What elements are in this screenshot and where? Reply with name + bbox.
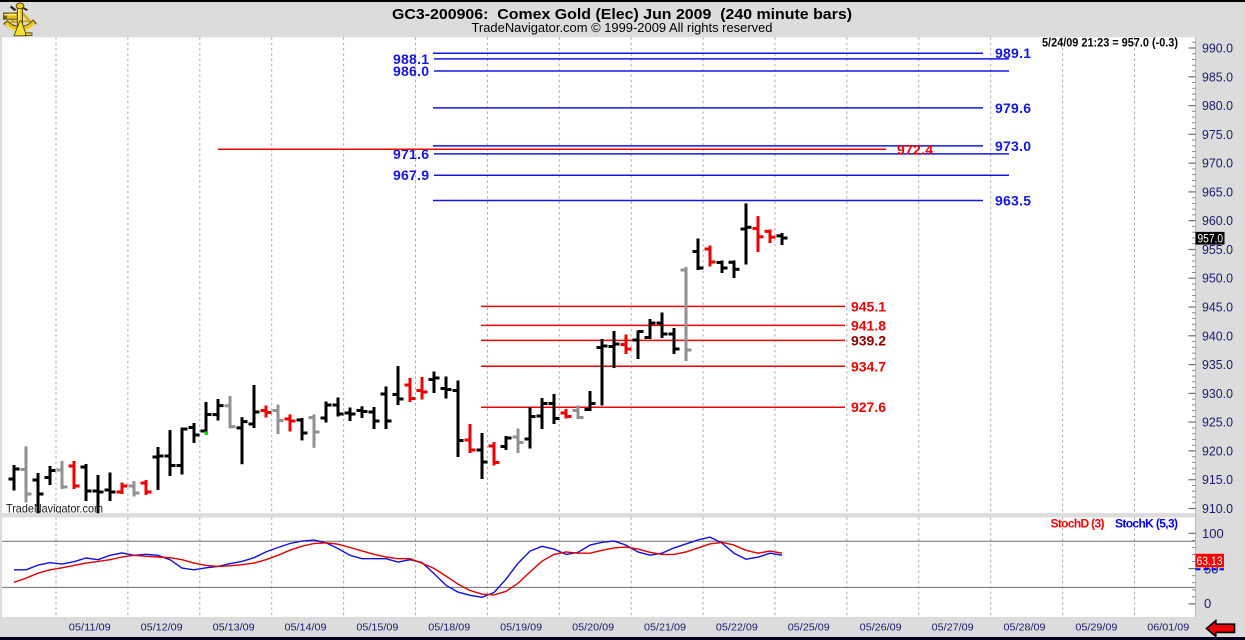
svg-text:05/15/09: 05/15/09 [356,622,398,634]
svg-text:StochD (3): StochD (3) [1051,516,1105,530]
svg-text:930.0: 930.0 [1202,386,1233,401]
svg-text:05/11/09: 05/11/09 [69,622,111,634]
svg-text:TradeNavigator.com: TradeNavigator.com [6,502,103,516]
svg-text:05/27/09: 05/27/09 [932,622,974,634]
svg-text:920.0: 920.0 [1202,443,1233,458]
svg-text:965.0: 965.0 [1202,184,1233,199]
svg-text:927.6: 927.6 [851,399,886,415]
svg-text:GC3-200906: Comex Gold (Elec): GC3-200906: Comex Gold (Elec) Jun 2009 (… [392,6,852,23]
svg-text:960.0: 960.0 [1202,213,1233,228]
svg-text:957.0: 957.0 [1198,233,1224,245]
svg-text:915.0: 915.0 [1202,472,1233,487]
svg-text:955.0: 955.0 [1202,242,1233,257]
svg-text:05/19/09: 05/19/09 [500,622,542,634]
svg-text:05/26/09: 05/26/09 [860,622,902,634]
svg-text:05/21/09: 05/21/09 [644,622,686,634]
svg-text:941.8: 941.8 [851,317,886,333]
svg-text:StochK (5,3): StochK (5,3) [1115,516,1178,530]
svg-text:945.0: 945.0 [1202,300,1233,315]
svg-text:935.0: 935.0 [1202,357,1233,372]
svg-text:972.4: 972.4 [897,141,933,157]
svg-text:980.0: 980.0 [1202,98,1233,113]
svg-text:988.1: 988.1 [393,51,429,67]
svg-text:5/24/09 21:23 = 957.0 (-0.3): 5/24/09 21:23 = 957.0 (-0.3) [1042,36,1178,50]
svg-text:985.0: 985.0 [1202,69,1233,84]
svg-text:970.0: 970.0 [1202,156,1233,171]
svg-text:05/13/09: 05/13/09 [213,622,255,634]
svg-text:989.1: 989.1 [995,45,1031,61]
svg-text:910.0: 910.0 [1202,501,1233,516]
svg-text:967.9: 967.9 [393,167,429,183]
svg-text:05/29/09: 05/29/09 [1075,622,1117,634]
svg-text:05/14/09: 05/14/09 [285,622,327,634]
svg-text:963.5: 963.5 [995,193,1031,209]
svg-text:05/25/09: 05/25/09 [788,622,830,634]
svg-text:940.0: 940.0 [1202,328,1233,343]
svg-text:TradeNavigator.com © 1999-2009: TradeNavigator.com © 1999-2009 All right… [472,21,773,35]
svg-text:63.13: 63.13 [1197,556,1223,568]
svg-text:975.0: 975.0 [1202,127,1233,142]
svg-text:05/28/09: 05/28/09 [1004,622,1046,634]
svg-text:05/18/09: 05/18/09 [428,622,470,634]
svg-text:939.2: 939.2 [851,332,886,348]
svg-text:0: 0 [1204,596,1211,611]
svg-text:990.0: 990.0 [1202,41,1233,56]
svg-text:100: 100 [1202,526,1224,541]
svg-text:05/20/09: 05/20/09 [572,622,614,634]
svg-text:06/01/09: 06/01/09 [1147,622,1189,634]
svg-text:925.0: 925.0 [1202,415,1233,430]
svg-text:986.0: 986.0 [393,63,429,79]
svg-text:945.1: 945.1 [851,298,886,314]
svg-text:950.0: 950.0 [1202,271,1233,286]
svg-text:979.6: 979.6 [995,100,1031,116]
svg-text:934.7: 934.7 [851,358,886,374]
svg-text:05/12/09: 05/12/09 [141,622,183,634]
svg-text:05/22/09: 05/22/09 [716,622,758,634]
svg-text:971.6: 971.6 [393,146,429,162]
svg-text:973.0: 973.0 [995,138,1031,154]
